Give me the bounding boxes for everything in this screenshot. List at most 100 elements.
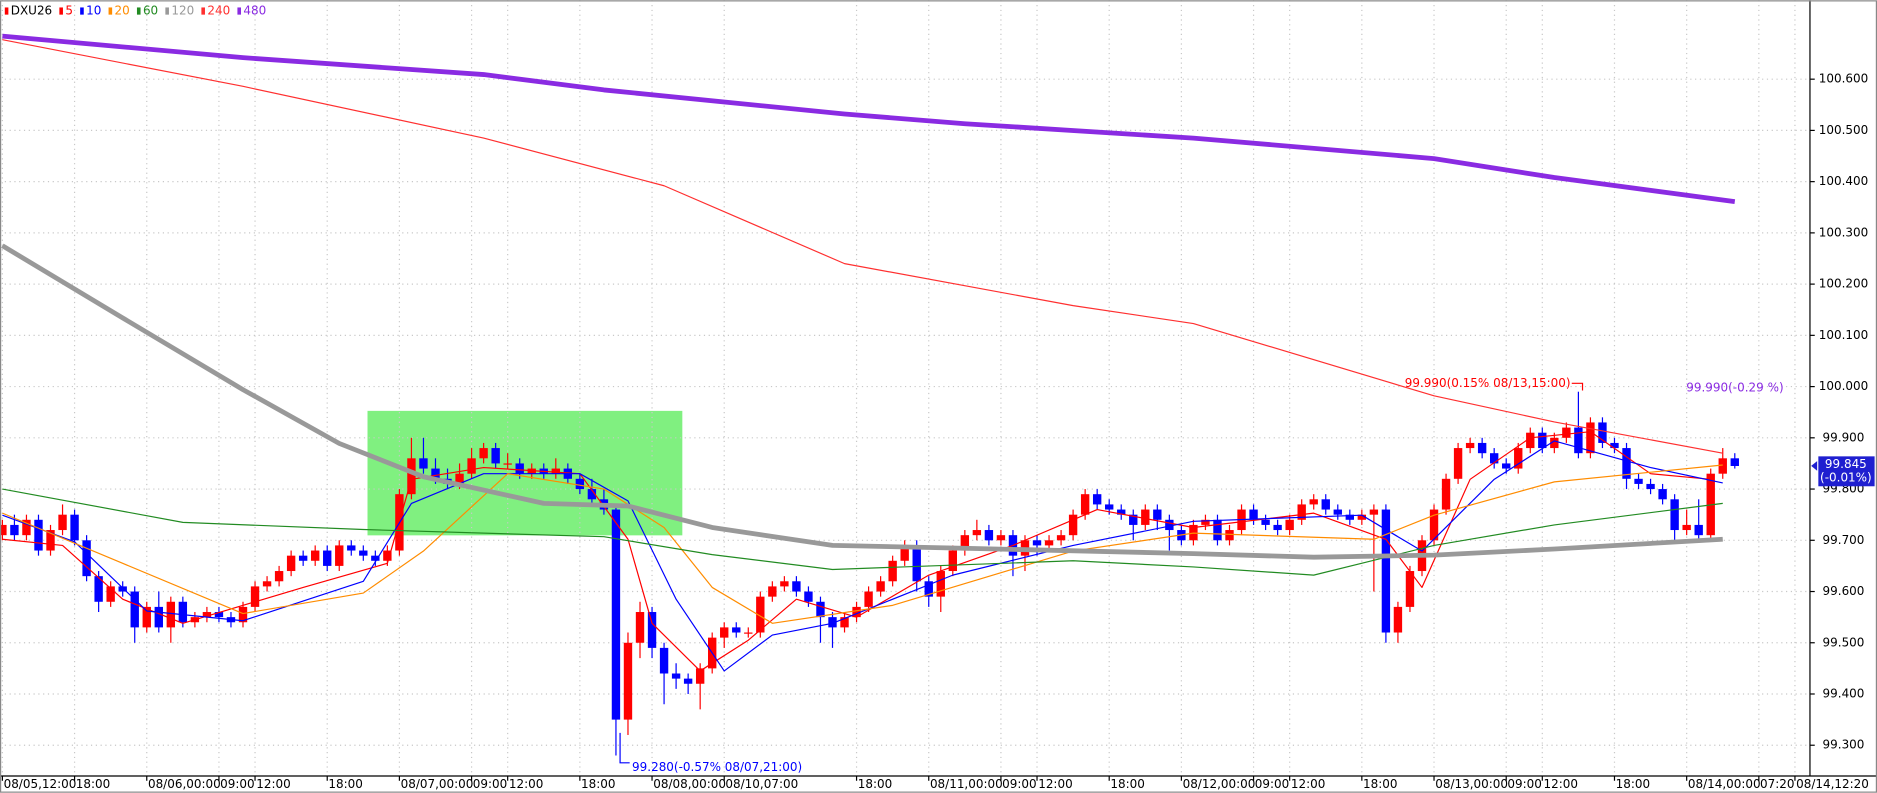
candle-body	[912, 545, 921, 582]
candle-body	[1201, 519, 1210, 525]
legend-label: 60	[143, 4, 158, 18]
y-tick-label: 99.400	[1823, 686, 1865, 700]
candle-body	[852, 606, 861, 618]
ma-line	[2, 33, 1736, 204]
candle-body	[262, 581, 272, 587]
candle-body	[828, 617, 837, 628]
candle-body	[479, 448, 488, 459]
candle-body	[1345, 514, 1355, 520]
candle-body	[744, 632, 753, 634]
candle-body	[431, 468, 440, 479]
x-tick-label: 08/12,00:00	[1183, 777, 1256, 791]
candle-body	[1718, 458, 1727, 474]
candle-body	[1682, 524, 1691, 531]
y-tick-label: 99.500	[1823, 635, 1865, 649]
candle-body	[1129, 514, 1138, 525]
candle-body	[154, 606, 163, 628]
x-tick-label: 12:00	[1038, 777, 1073, 791]
moving-averages	[1, 33, 1736, 672]
candle-body	[996, 535, 1006, 541]
candle-body	[286, 555, 296, 572]
candle-body	[1489, 453, 1499, 464]
y-tick-label: 99.300	[1823, 738, 1865, 752]
candle-body	[178, 601, 188, 623]
candle-body	[10, 524, 19, 536]
x-tick-label: 09:00	[1002, 777, 1036, 791]
annotation: 99.280(-0.57% 08/07,21:00)	[632, 760, 802, 774]
x-tick-label: 08/06,00:00	[148, 777, 221, 791]
x-tick-label: 18:00	[76, 777, 111, 791]
candle-body	[575, 478, 585, 490]
candle-body	[1092, 494, 1102, 505]
candle-body	[1694, 524, 1703, 536]
x-tick-label: 08/14,00:00	[1688, 777, 1761, 791]
candle-body	[972, 530, 982, 536]
x-tick-label: 12:00	[509, 777, 544, 791]
candle-body	[1044, 540, 1054, 546]
candle-body	[106, 586, 115, 602]
x-tick-label: 09:00	[473, 777, 508, 791]
candle-body	[515, 463, 524, 474]
candle-body	[792, 581, 801, 592]
legend-label: 120	[171, 4, 194, 18]
candle-body	[924, 581, 933, 597]
y-tick-label: 100.400	[1819, 174, 1868, 188]
annotation: 99.990(-0.29 %)	[1686, 381, 1783, 395]
legend-label: 20	[115, 4, 130, 18]
candle-body	[274, 571, 284, 582]
legend-marker	[201, 7, 205, 15]
candle-body	[960, 535, 970, 551]
candle-body	[1550, 437, 1559, 449]
candle-body	[1405, 571, 1415, 607]
candle-body	[94, 576, 103, 602]
candle-body	[1429, 509, 1439, 541]
candle-body	[1225, 530, 1234, 541]
current-price: 99.845	[1825, 457, 1867, 471]
legend-label: 10	[86, 4, 101, 18]
candle-body	[1574, 427, 1583, 454]
candle-body	[1165, 519, 1174, 531]
candle-body	[310, 550, 320, 561]
candle-body	[1622, 448, 1631, 479]
annotation-leader	[619, 732, 630, 764]
candle-body	[864, 591, 873, 607]
candle-body	[1598, 422, 1607, 443]
labels: 99.30099.40099.50099.60099.70099.80099.9…	[4, 4, 1875, 791]
candle-body	[371, 555, 380, 561]
candle-body	[34, 519, 43, 551]
candle-body	[22, 519, 31, 536]
candle-body	[948, 550, 957, 572]
candle-body	[1105, 504, 1114, 510]
x-tick-label: 07:20	[1760, 777, 1795, 791]
candle-body	[347, 545, 356, 551]
ma-line	[1, 243, 1723, 560]
candle-body	[587, 489, 597, 500]
candle-body	[623, 642, 633, 720]
candle-body	[1333, 509, 1342, 515]
x-tick-label: 08/07,00:00	[401, 777, 474, 791]
candle-body	[1393, 606, 1403, 633]
candle-body	[900, 545, 909, 561]
legend-marker	[80, 7, 84, 15]
legend-marker	[4, 7, 9, 15]
legend-label: 240	[207, 4, 230, 18]
candle-body	[1538, 432, 1547, 449]
candle-body	[1273, 524, 1282, 531]
y-tick-label: 100.000	[1819, 379, 1868, 393]
candle-body	[1670, 499, 1679, 531]
candle-body	[503, 463, 512, 465]
candle-body	[1514, 448, 1523, 469]
candle-body	[720, 627, 729, 638]
annotation-leader	[1571, 382, 1584, 391]
candle-body	[142, 606, 151, 628]
candle-body	[647, 612, 657, 648]
candle-body	[323, 550, 332, 566]
x-tick-label: 08/10,07:00	[725, 777, 798, 791]
legend-marker	[136, 7, 141, 15]
legend-marker	[237, 7, 242, 15]
y-tick-label: 100.300	[1819, 225, 1868, 239]
candle-body	[335, 545, 344, 566]
ma-line	[2, 464, 1723, 624]
candle-body	[1465, 442, 1475, 449]
current-change: (-0.01%)	[1820, 470, 1872, 484]
